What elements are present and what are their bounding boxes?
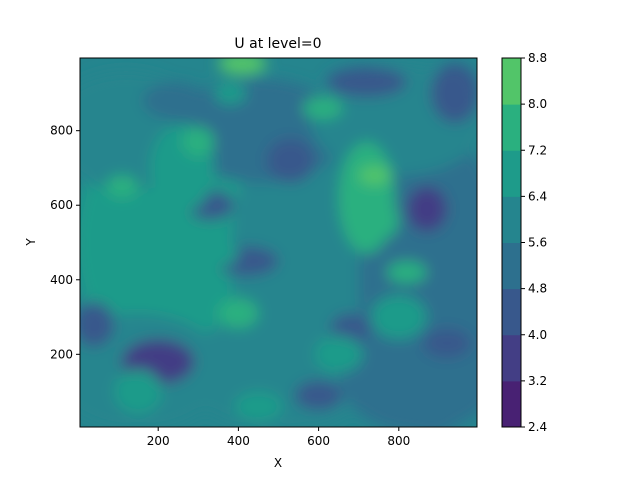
contour-region xyxy=(330,313,371,344)
colorbar-ticks: 2.4 3.2 4.0 4.8 5.6 6.4 7.2 8.0 8.8 xyxy=(521,51,547,434)
contour-region xyxy=(80,302,115,347)
y-axis-label: Y xyxy=(24,238,38,247)
contour-region xyxy=(406,186,447,232)
colorbar-tick-label: 8.8 xyxy=(528,51,547,65)
y-tick-label: 600 xyxy=(50,198,73,212)
y-tick-label: 400 xyxy=(50,273,73,287)
contour-region xyxy=(114,369,163,414)
x-tick-label: 800 xyxy=(387,434,410,448)
plot-frame xyxy=(79,57,478,428)
colorbar-tick-label: 4.8 xyxy=(528,282,547,296)
contour-region xyxy=(358,166,391,185)
contour-region xyxy=(106,175,139,198)
colorbar-tick-label: 2.4 xyxy=(528,420,547,434)
contour-region xyxy=(266,138,315,183)
contour-region xyxy=(182,238,239,269)
colorbar xyxy=(502,58,521,428)
contour-region xyxy=(218,58,267,75)
colorbar-band xyxy=(502,196,521,243)
y-tick-label: 200 xyxy=(50,347,73,361)
colorbar-tick-label: 7.2 xyxy=(528,143,547,157)
x-tick-label: 400 xyxy=(227,434,250,448)
x-tick-label: 200 xyxy=(147,434,170,448)
contour-region xyxy=(430,63,477,124)
contour-region xyxy=(294,380,343,411)
contour-region xyxy=(370,294,427,340)
x-axis-ticks: 200 400 600 800 xyxy=(147,427,410,448)
colorbar-tick-label: 8.0 xyxy=(528,97,547,111)
contour-region xyxy=(326,67,407,98)
contour-region xyxy=(182,126,215,157)
contour-region xyxy=(422,328,471,359)
x-axis-label: X xyxy=(274,456,282,470)
colorbar-tick-label: 6.4 xyxy=(528,189,547,203)
colorbar-band xyxy=(502,104,521,151)
colorbar-band xyxy=(502,334,521,382)
plot-area xyxy=(80,58,477,427)
contour-region xyxy=(366,201,399,239)
colorbar-band xyxy=(502,150,521,197)
colorbar-band xyxy=(502,380,521,428)
contour-region xyxy=(80,201,119,247)
colorbar-band xyxy=(502,58,521,105)
colorbar-tick-label: 3.2 xyxy=(528,374,547,388)
contour-region xyxy=(142,82,207,120)
chart-title: U at level=0 xyxy=(234,36,321,52)
contour-region xyxy=(314,335,363,373)
contour-region xyxy=(214,82,247,105)
contour-region xyxy=(302,97,343,120)
colorbar-band xyxy=(502,242,521,290)
colorbar-band xyxy=(502,288,521,336)
x-tick-label: 600 xyxy=(307,434,330,448)
y-tick-label: 800 xyxy=(50,124,73,138)
contour-region xyxy=(234,391,283,422)
contour-region xyxy=(218,298,259,329)
colorbar-tick-label: 4.0 xyxy=(528,328,547,342)
contour-region xyxy=(386,261,427,284)
y-axis-ticks: 200 400 600 800 xyxy=(50,124,80,361)
colorbar-tick-label: 5.6 xyxy=(528,236,547,250)
